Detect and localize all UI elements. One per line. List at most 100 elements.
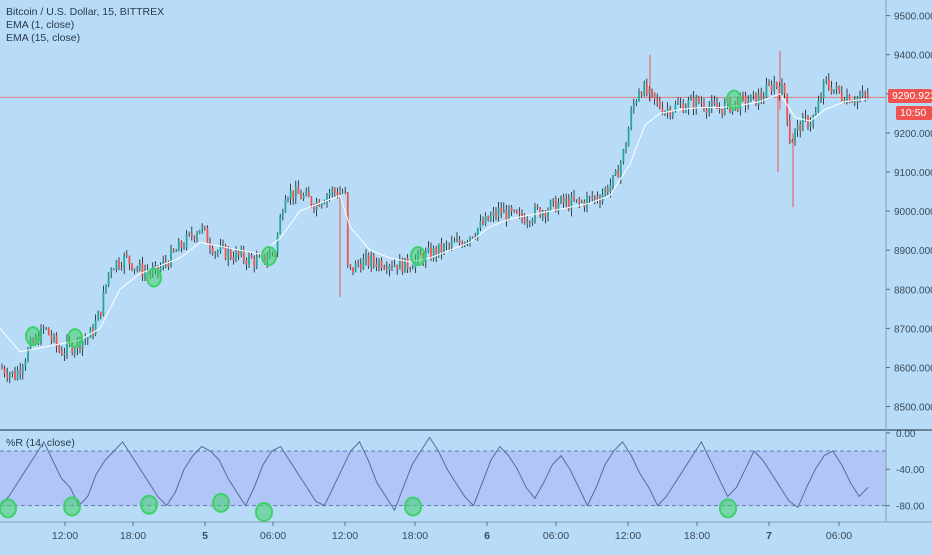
candle-body [157, 265, 159, 272]
candle-body [391, 265, 393, 267]
candle-body [86, 337, 89, 340]
candle-body [94, 320, 97, 335]
candle-body [721, 108, 724, 115]
candle-body [645, 83, 648, 95]
candle-body [349, 264, 352, 268]
candle-body [700, 102, 703, 104]
candle-body [690, 97, 692, 101]
candle-body [258, 256, 261, 258]
candle-body [27, 348, 29, 362]
candle-body [474, 236, 477, 238]
candle-body [448, 244, 451, 246]
candle-body [40, 327, 42, 344]
candle-body [614, 170, 617, 176]
candle-body [63, 353, 66, 355]
candle-body [11, 371, 14, 374]
candle-body [801, 116, 804, 132]
candle-body [378, 260, 380, 268]
candle-body [222, 245, 224, 247]
candle-body [362, 258, 365, 270]
candle-body [619, 162, 622, 178]
ema15-legend[interactable]: EMA (15, close) [6, 32, 81, 44]
candle-body [606, 188, 609, 193]
candle-body [788, 120, 791, 143]
candle-body [661, 107, 664, 114]
time-tick-label: 12:00 [615, 530, 641, 542]
candle-body [786, 93, 789, 121]
candle-body [437, 243, 440, 256]
candle-body [588, 196, 591, 198]
candle-body [255, 257, 258, 267]
candle-body [515, 210, 518, 213]
candle-body [544, 211, 547, 217]
candle-body [526, 221, 529, 224]
candle-body [188, 232, 191, 235]
candle-body [430, 247, 432, 259]
candle-body [814, 111, 817, 117]
candle-body [570, 196, 573, 210]
candle-body [612, 175, 614, 186]
candle-body [404, 258, 406, 273]
candle-body [458, 239, 461, 244]
candle-body [206, 227, 209, 243]
candle-body [627, 128, 630, 147]
candle-body [471, 237, 474, 239]
candle-body [822, 80, 825, 98]
candle-body [388, 265, 391, 270]
ema1-legend[interactable]: EMA (1, close) [6, 19, 75, 31]
candle-body [479, 221, 482, 229]
candle-body [521, 213, 523, 219]
candle-body [367, 254, 370, 267]
price-tick-label: 9100.000 [894, 168, 932, 179]
candle-body [159, 266, 162, 272]
candle-body [445, 244, 448, 246]
candle-body [692, 97, 695, 110]
williams-r-line [0, 436, 869, 512]
candle-body [279, 217, 282, 234]
candle-body [320, 203, 323, 207]
candle-body [599, 199, 601, 202]
candle-body [638, 92, 640, 101]
candle-body [783, 83, 786, 94]
candle-body [562, 196, 565, 204]
candle-body [193, 236, 196, 240]
candle-body [50, 335, 53, 340]
candle-body [840, 91, 843, 100]
candle-body [752, 92, 755, 95]
candle-body [609, 185, 612, 193]
candle-body [547, 210, 549, 217]
candle-body [372, 255, 375, 264]
candle-body [656, 98, 659, 101]
candle-body [580, 201, 583, 203]
candle-body [536, 206, 539, 208]
time-tick-label: 06:00 [543, 530, 569, 542]
williams-r-legend[interactable]: %R (14, close) [6, 437, 75, 449]
candle-body [284, 199, 287, 213]
candle-body [765, 84, 768, 98]
candle-body [53, 335, 55, 340]
candle-body [383, 268, 386, 270]
candle-body [531, 220, 534, 223]
candle-body [224, 245, 227, 260]
candle-body [235, 251, 237, 261]
candle-body [671, 111, 674, 116]
candle-body [112, 269, 115, 271]
candle-body [248, 255, 250, 265]
candle-body [432, 248, 435, 259]
candle-body [549, 201, 552, 211]
time-tick-label: 18:00 [684, 530, 710, 542]
candle-body [846, 95, 848, 103]
osc-signal-marker [0, 498, 17, 519]
candle-body [128, 256, 131, 264]
candle-body [84, 339, 87, 341]
candle-body [484, 215, 487, 225]
candle-body [141, 263, 144, 277]
candle-body [770, 84, 773, 92]
candle-body [851, 101, 854, 103]
candle-body [830, 87, 833, 93]
candle-body [625, 146, 627, 150]
candle-body [648, 89, 651, 95]
candle-body [573, 196, 575, 201]
candle-body [110, 269, 113, 273]
